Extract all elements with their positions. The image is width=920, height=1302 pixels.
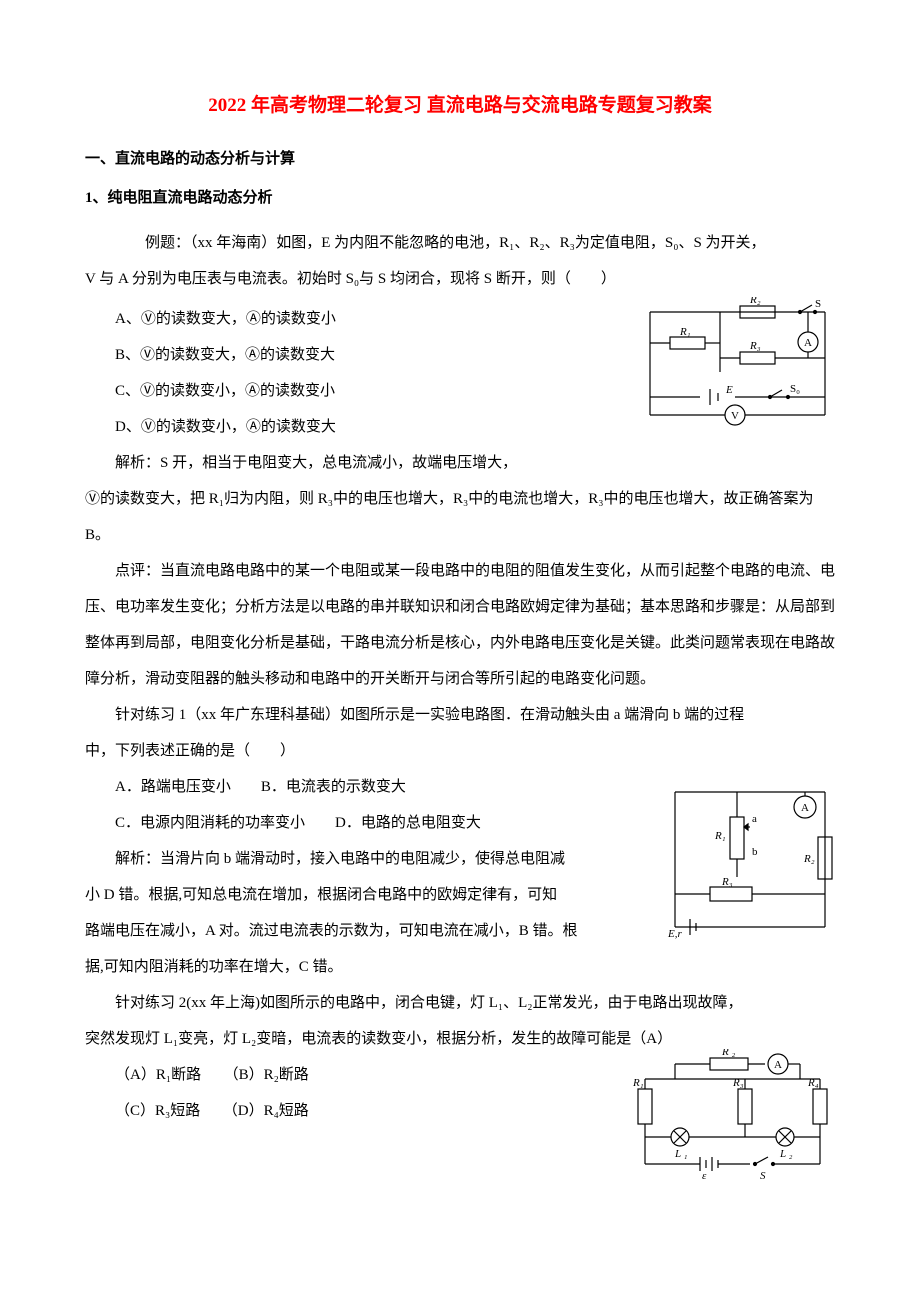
p1-analysis1: 解析：当滑片向 b 端滑动时，接入电路中的电阻减少，使得总电阻减 (85, 841, 625, 877)
svg-text:E,r: E,r (667, 928, 682, 940)
document-page: 2022 年高考物理二轮复习 直流电路与交流电路专题复习教案 一、直流电路的动态… (0, 0, 920, 1189)
practice1-intro: 针对练习 1（xx 年广东理科基础）如图所示是一实验电路图．在滑动触头由 a 端… (85, 697, 835, 733)
circuit-figure-1: R₁ R₂ S R₃ A (640, 297, 835, 427)
example-intro: 例题：（xx 年海南）如图，E 为内阻不能忽略的电池，R₁、R₂、R₃为定值电阻… (85, 225, 835, 261)
p1-analysis3: 路端电压在减小，A 对。流过电流表的示数为，可知电流在减小，B 错。根 (85, 913, 625, 949)
svg-text:A: A (804, 337, 812, 349)
svg-text:R₂: R₂ (803, 853, 815, 865)
section-heading: 一、直流电路的动态分析与计算 (85, 147, 835, 168)
svg-text:A: A (774, 1059, 782, 1071)
p2-option-ab: （A）R₁断路 （B）R₂断路 (85, 1057, 625, 1093)
svg-text:R₁: R₁ (679, 326, 691, 338)
option-c: C、Ⓥ的读数变小，Ⓐ的读数变小 (85, 373, 625, 409)
svg-text:S₀: S₀ (790, 383, 800, 395)
svg-text:V: V (731, 410, 739, 422)
p1-option-cd: C．电源内阻消耗的功率变小 D．电路的总电阻变大 (85, 805, 625, 841)
comment-paragraph: 点评：当直流电路电路中的某一个电阻或某一段电路中的电阻的阻值发生变化，从而引起整… (85, 553, 835, 697)
svg-text:A: A (801, 802, 809, 814)
analysis-line2: Ⓥ的读数变大，把 R₁归为内阻，则 R₃中的电压也增大，R₃中的电流也增大，R₃… (85, 481, 835, 553)
circuit-figure-2: A R₁ a b R₂ R₃ (660, 777, 835, 942)
svg-text:R₁: R₁ (632, 1077, 644, 1089)
svg-text:a: a (752, 813, 757, 825)
practice2-intro: 针对练习 2(xx 年上海)如图所示的电路中，闭合电键，灯 L₁、L₂正常发光，… (85, 985, 835, 1021)
option-d: D、Ⓥ的读数变小，Ⓐ的读数变大 (85, 409, 625, 445)
svg-text:E: E (725, 384, 733, 396)
svg-text:S: S (760, 1170, 766, 1179)
option-b: B、Ⓥ的读数变大，Ⓐ的读数变大 (85, 337, 625, 373)
document-title: 2022 年高考物理二轮复习 直流电路与交流电路专题复习教案 (85, 90, 835, 117)
svg-text:R ₂: R ₂ (721, 1049, 735, 1058)
svg-text:L ₁: L ₁ (674, 1148, 688, 1160)
p1-analysis4: 据,可知内阻消耗的功率在增大，C 错。 (85, 949, 835, 985)
p2-option-cd: （C）R₃短路 （D）R₄短路 (85, 1093, 625, 1129)
svg-text:R₃: R₃ (749, 340, 761, 352)
svg-text:R₂: R₂ (749, 297, 761, 306)
svg-text:R₃: R₃ (721, 876, 733, 888)
svg-text:S: S (815, 298, 821, 310)
practice1-line2: 中，下列表述正确的是（ ） (85, 733, 835, 769)
circuit-figure-3: R ₂ A R₁ R₃ R₄ (630, 1049, 835, 1179)
analysis-line1: 解析：S 开，相当于电阻变大，总电流减小，故端电压增大， (85, 445, 625, 481)
svg-text:ε: ε (702, 1170, 707, 1179)
svg-text:b: b (752, 846, 758, 858)
p1-analysis2: 小 D 错。根据,可知总电流在增加，根据闭合电路中的欧姆定律有，可知 (85, 877, 625, 913)
svg-text:R₁: R₁ (714, 830, 726, 842)
p1-option-ab: A．路端电压变小 B．电流表的示数变大 (85, 769, 625, 805)
svg-text:L ₂: L ₂ (779, 1148, 793, 1160)
example-line2: V 与 A 分别为电压表与电流表。初始时 S₀与 S 均闭合，现将 S 断开，则… (85, 261, 835, 297)
subsection-heading: 1、纯电阻直流电路动态分析 (85, 186, 835, 207)
option-a: A、Ⓥ的读数变大，Ⓐ的读数变小 (85, 301, 625, 337)
